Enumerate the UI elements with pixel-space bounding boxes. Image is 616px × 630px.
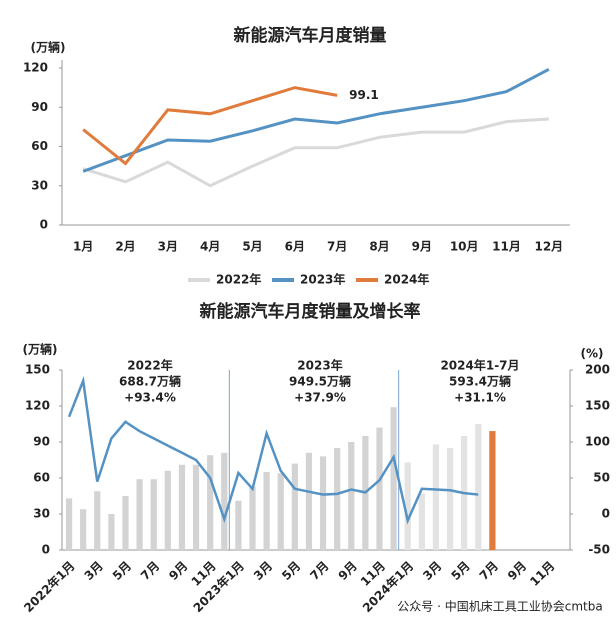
line: [82, 86, 338, 166]
y2-tick-label: 150: [585, 399, 610, 413]
bar: [136, 479, 143, 550]
y-tick-label: 30: [31, 178, 48, 192]
annotation: 593.4万辆: [449, 374, 511, 389]
y2-tick-label: -50: [588, 543, 610, 557]
annotation: +31.1%: [454, 391, 506, 405]
x-tick-label: 5月: [448, 559, 472, 583]
x-tick-label: 5月: [242, 240, 262, 254]
bar: [80, 509, 87, 550]
bar: [376, 427, 383, 550]
bar: [432, 444, 440, 550]
bar: [475, 424, 482, 550]
line: [67, 375, 479, 525]
bar: [164, 470, 171, 550]
y-tick-label: 120: [25, 399, 50, 413]
y-tick-label: 90: [31, 100, 48, 114]
y2-tick-label: 50: [593, 471, 610, 485]
bar: [122, 496, 129, 550]
x-tick-label: 2022年1月: [21, 558, 78, 615]
bar: [390, 407, 397, 550]
y2-tick-label: 200: [585, 363, 610, 377]
chart-title: 新能源汽车月度销量及增长率: [200, 301, 421, 322]
bar: [404, 462, 411, 550]
bar: [65, 498, 73, 550]
annotation: 2022年: [127, 358, 172, 373]
y-tick-label: 60: [31, 139, 48, 153]
x-tick-label: 3月: [82, 559, 106, 583]
y-tick-label: 60: [33, 471, 50, 485]
legend-label: 2022年: [216, 272, 261, 287]
data-label: 99.1: [349, 88, 379, 102]
y2-tick-label: 0: [602, 507, 610, 521]
bar: [305, 452, 313, 550]
y-label: (万辆): [23, 342, 58, 357]
chart-title: 新能源汽车月度销量: [234, 25, 387, 46]
y-tick-label: 0: [42, 543, 50, 557]
x-tick-label: 9月: [336, 559, 360, 583]
x-tick-label: 11月: [527, 559, 557, 589]
legend-label: 2024年: [384, 272, 429, 287]
x-tick-label: 3月: [251, 559, 275, 583]
bar: [348, 442, 355, 550]
bar: [263, 472, 270, 550]
x-tick-label: 8月: [369, 240, 389, 254]
bar: [235, 500, 242, 550]
line: [82, 117, 549, 188]
x-tick-label: 9月: [412, 240, 432, 254]
x-tick-label: 7月: [477, 559, 501, 583]
footer: 公众号 · 中国机床工具工业协会cmtba: [397, 599, 602, 614]
annotation: 2023年: [297, 358, 342, 373]
annotation: +37.9%: [294, 391, 346, 405]
bar: [334, 448, 341, 550]
x-tick-label: 5月: [279, 559, 303, 583]
annotation: 688.7万辆: [119, 374, 181, 389]
x-tick-label: 6月: [285, 240, 305, 254]
bar: [291, 463, 298, 550]
x-tick-label: 2月: [115, 240, 135, 254]
y-tick-label: 90: [33, 435, 50, 449]
x-tick-label: 7月: [307, 559, 331, 583]
y-tick-label: 0: [40, 218, 48, 232]
y-tick-label: 30: [33, 507, 50, 521]
x-tick-label: 12月: [534, 240, 563, 254]
bar: [418, 493, 425, 550]
x-tick-label: 7月: [327, 240, 347, 254]
legend-label: 2023年: [300, 272, 345, 287]
y2-tick-label: 100: [585, 435, 610, 449]
bar: [94, 491, 101, 550]
x-tick-label: 1月: [73, 240, 93, 254]
x-tick-label: 4月: [200, 240, 220, 254]
x-tick-label: 5月: [110, 559, 134, 583]
y2-label: (%): [581, 347, 604, 361]
x-tick-label: 3月: [420, 559, 444, 583]
y-label: (万辆): [31, 40, 66, 55]
bar: [221, 452, 228, 550]
bar: [207, 455, 214, 550]
bar: [192, 464, 200, 550]
annotation: 2024年1-7月: [440, 358, 519, 373]
bar: [319, 456, 327, 550]
bar: [178, 464, 186, 550]
x-tick-label: 7月: [138, 559, 162, 583]
bar: [108, 514, 115, 550]
x-tick-label: 9月: [505, 559, 529, 583]
y-tick-label: 120: [23, 61, 48, 75]
x-tick-label: 9月: [166, 559, 190, 583]
line: [82, 67, 550, 173]
annotation: 949.5万辆: [289, 374, 351, 389]
bar: [277, 473, 284, 550]
y-tick-label: 150: [25, 363, 50, 377]
bar: [489, 431, 496, 550]
bar: [249, 486, 256, 550]
x-tick-label: 3月: [158, 240, 178, 254]
bar: [446, 448, 454, 550]
x-tick-label: 10月: [450, 240, 479, 254]
bar: [150, 479, 157, 550]
x-tick-label: 11月: [492, 240, 521, 254]
annotation: +93.4%: [124, 391, 176, 405]
